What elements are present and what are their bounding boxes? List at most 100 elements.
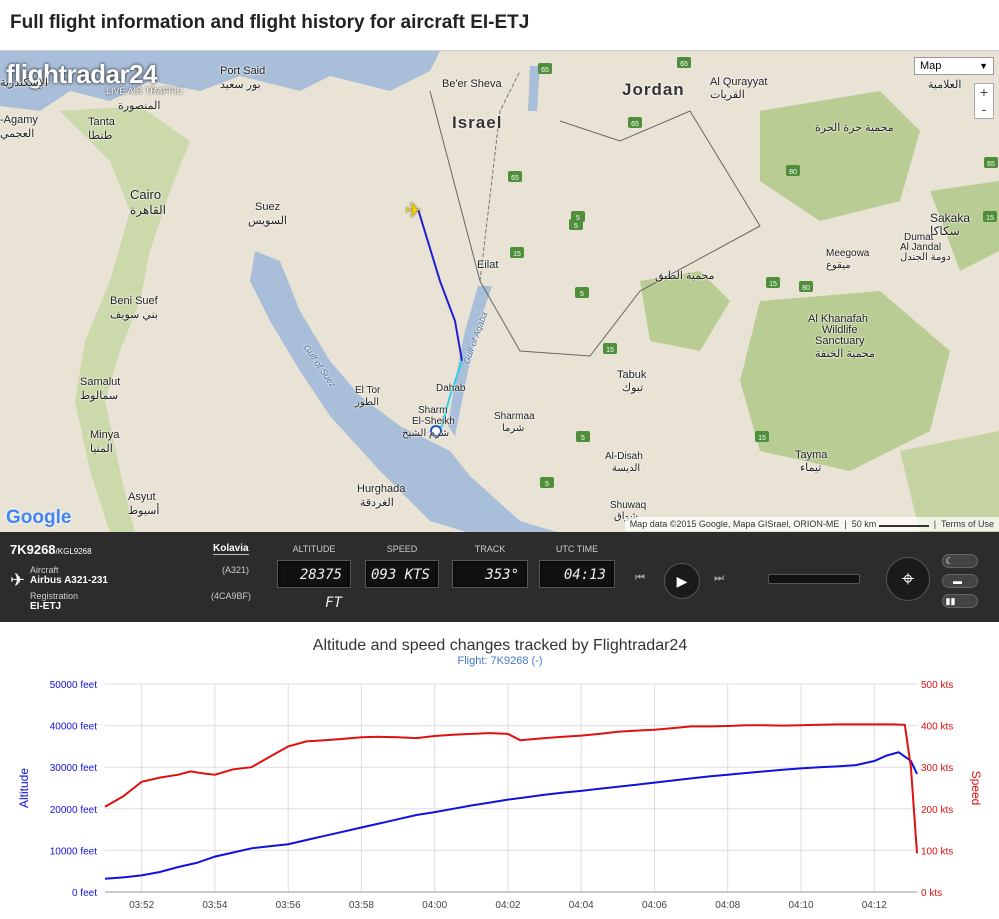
map-label: Al Qurayyat xyxy=(710,76,768,88)
aircraft-type: Airbus A321-231 xyxy=(30,575,108,586)
series-line-altitude xyxy=(104,751,918,880)
road-shield: 15 xyxy=(603,343,617,354)
map-label: Tayma xyxy=(795,449,828,461)
road-shield: 65 xyxy=(628,117,642,128)
zoom-control[interactable]: + - xyxy=(974,83,994,119)
map-label: العلامية xyxy=(928,79,962,91)
x-tick-label: 04:12 xyxy=(862,900,887,911)
map-label: أسيوط xyxy=(128,505,160,517)
x-tick-label: 04:08 xyxy=(715,900,740,911)
road-shield: 5 xyxy=(575,287,589,298)
svg-text:15: 15 xyxy=(986,215,994,222)
svg-text:65: 65 xyxy=(987,161,995,168)
map-label-country: Israel xyxy=(452,113,503,132)
x-tick-label: 03:52 xyxy=(129,900,154,911)
map-label: شرم الشيخ xyxy=(402,428,450,439)
y-tick-label: 40000 feet xyxy=(50,722,97,733)
map-label: Minya xyxy=(90,429,120,441)
road-shield: 15 xyxy=(766,277,780,288)
map-label: محمية الطبق xyxy=(655,270,715,282)
chart-svg: Altitude and speed changes tracked by Fl… xyxy=(17,637,983,911)
svg-text:80: 80 xyxy=(802,285,810,292)
svg-text:15: 15 xyxy=(513,251,521,258)
map-label: تيماء xyxy=(800,462,822,474)
label-toggle[interactable]: ▬ xyxy=(942,574,978,588)
map-label: محمية حرة الحرة xyxy=(815,122,894,134)
svg-text:5: 5 xyxy=(581,435,585,442)
aircraft-code: (A321) xyxy=(222,565,250,575)
map-label: Cairo xyxy=(130,187,162,202)
map-label: بور سعيد xyxy=(220,79,261,91)
svg-text:5: 5 xyxy=(576,215,580,222)
fast-forward-icon[interactable]: ⏭ xyxy=(714,572,724,584)
registration-label: Registration xyxy=(30,591,79,601)
svg-text:5: 5 xyxy=(545,481,549,488)
road-shield: 80 xyxy=(799,281,813,292)
play-button[interactable]: ▶ xyxy=(664,563,700,599)
road-shield: 15 xyxy=(755,431,769,442)
series-line-speed xyxy=(104,723,918,854)
night-mode-toggle[interactable]: ☾ xyxy=(942,554,978,568)
flight-number: 7K9268/KGL9268 xyxy=(10,542,92,557)
y2-tick-label: 0 kts xyxy=(921,888,942,899)
speed-value: 093 KTS xyxy=(365,560,439,588)
y2-tick-label: 300 kts xyxy=(921,763,953,774)
aircraft-icon[interactable]: ✈ xyxy=(405,200,422,222)
y2-tick-label: 400 kts xyxy=(921,722,953,733)
zoom-in-button[interactable]: + xyxy=(979,84,989,100)
x-tick-label: 04:00 xyxy=(422,900,447,911)
aircraft-label: Aircraft xyxy=(30,565,59,575)
map-label: السويس xyxy=(248,215,287,227)
y-tick-label: 30000 feet xyxy=(50,763,97,774)
map-label: Sakaka xyxy=(930,211,971,225)
y-tick-label: 0 feet xyxy=(72,888,97,899)
map-label: Hurghada xyxy=(357,483,406,495)
svg-text:15: 15 xyxy=(769,281,777,288)
terms-link[interactable]: Terms of Use xyxy=(940,519,994,529)
crosshair-icon[interactable]: ⌖ xyxy=(886,557,930,601)
y-tick-label: 10000 feet xyxy=(50,846,97,857)
y2-tick-label: 100 kts xyxy=(921,846,953,857)
map-type-select[interactable]: Map ▼ xyxy=(914,57,994,75)
map-label: Eilat xyxy=(477,259,499,271)
x-tick-label: 03:54 xyxy=(202,900,227,911)
map-label: المنيا xyxy=(90,443,113,455)
x-tick-label: 03:58 xyxy=(349,900,374,911)
google-logo: Google xyxy=(6,507,72,528)
map-label: Al Jandal xyxy=(900,242,942,253)
map-label: Beni Suef xyxy=(110,295,158,307)
map-label: سكاكا xyxy=(930,224,960,238)
map-label: El-Sheikh xyxy=(412,416,455,427)
map-label: Tanta xyxy=(88,116,115,128)
map-label: تبوك xyxy=(622,382,644,394)
chart-toggle[interactable]: ▮▮ xyxy=(942,594,978,608)
map-label: El Tor xyxy=(355,385,381,396)
road-shield: 5 xyxy=(540,477,554,488)
svg-text:65: 65 xyxy=(680,61,688,68)
svg-text:15: 15 xyxy=(758,435,766,442)
map-label: Dahab xyxy=(436,383,466,394)
y2-axis-label: Speed xyxy=(969,771,983,806)
airline-name: Kolavia xyxy=(213,543,249,555)
svg-text:65: 65 xyxy=(631,121,639,128)
airplane-icon: ✈ xyxy=(10,570,26,590)
map-label: Al-Disah xyxy=(605,451,643,462)
map-label: Sharm xyxy=(418,405,448,416)
x-tick-label: 04:06 xyxy=(642,900,667,911)
map-label: Wildlife xyxy=(822,324,858,336)
map-label: طنطا xyxy=(88,130,113,142)
flight-map[interactable]: 65 65 65 65 5 5 5 15 15 15 80 80 65 15 5 5 15 flightrada… xyxy=(0,50,999,533)
track-display: TRACK 353° xyxy=(452,544,528,588)
map-label: Shuwaq xyxy=(610,500,647,511)
altitude-display: ALTITUDE 28375 FT xyxy=(277,544,351,611)
map-label: Suez xyxy=(255,201,281,213)
map-label: الغردقة xyxy=(360,497,394,509)
road-shield: 5 xyxy=(576,431,590,442)
rewind-icon[interactable]: ⏮ xyxy=(635,572,645,584)
y-tick-label: 50000 feet xyxy=(50,680,97,691)
playback-slider[interactable] xyxy=(768,574,860,584)
x-tick-label: 04:02 xyxy=(495,900,520,911)
svg-text:65: 65 xyxy=(541,67,549,74)
zoom-out-button[interactable]: - xyxy=(981,101,987,117)
